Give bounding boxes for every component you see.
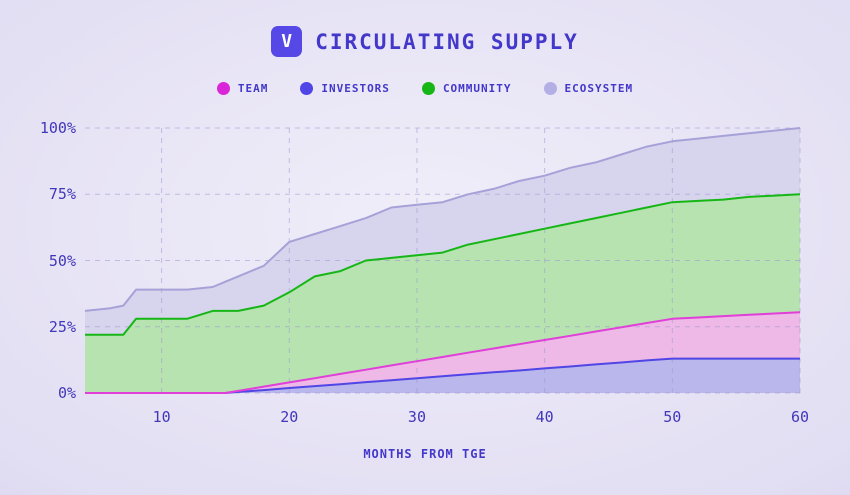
- x-tick-label: 40: [535, 408, 554, 426]
- legend-label: TEAM: [237, 82, 269, 95]
- legend-label: COMMUNITY: [442, 82, 512, 95]
- legend-item-team[interactable]: TEAM: [216, 82, 269, 95]
- legend-label: ECOSYSTEM: [564, 82, 634, 95]
- y-tick-label: 25%: [48, 317, 76, 336]
- x-tick-label: 60: [790, 408, 810, 426]
- legend-dot-ecosystem: [543, 82, 557, 95]
- x-axis-title: MONTHS FROM TGE: [363, 447, 487, 461]
- legend-item-ecosystem[interactable]: ECOSYSTEM: [543, 82, 634, 95]
- brand-logo: V: [271, 26, 303, 57]
- y-tick-label: 75%: [48, 185, 76, 204]
- chart-legend: TEAM INVESTORS COMMUNITY ECOSYSTEM: [0, 82, 850, 95]
- legend-item-investors[interactable]: INVESTORS: [300, 82, 390, 95]
- legend-item-community[interactable]: COMMUNITY: [421, 82, 512, 95]
- x-tick-label: 50: [663, 408, 682, 426]
- brand-logo-letter: V: [281, 31, 293, 52]
- x-tick-label: 20: [280, 408, 299, 426]
- legend-dot-team: [216, 82, 230, 95]
- y-tick-label: 100%: [39, 119, 76, 137]
- legend-label: INVESTORS: [321, 82, 390, 95]
- legend-dot-community: [421, 82, 435, 95]
- x-tick-label: 30: [407, 408, 426, 426]
- x-tick-label: 10: [152, 408, 171, 426]
- page-title: CIRCULATING SUPPLY: [315, 29, 579, 54]
- header: V CIRCULATING SUPPLY: [0, 26, 850, 57]
- y-tick-label: 50%: [48, 251, 76, 270]
- legend-dot-investors: [300, 82, 314, 95]
- y-tick-label: 0%: [57, 384, 76, 402]
